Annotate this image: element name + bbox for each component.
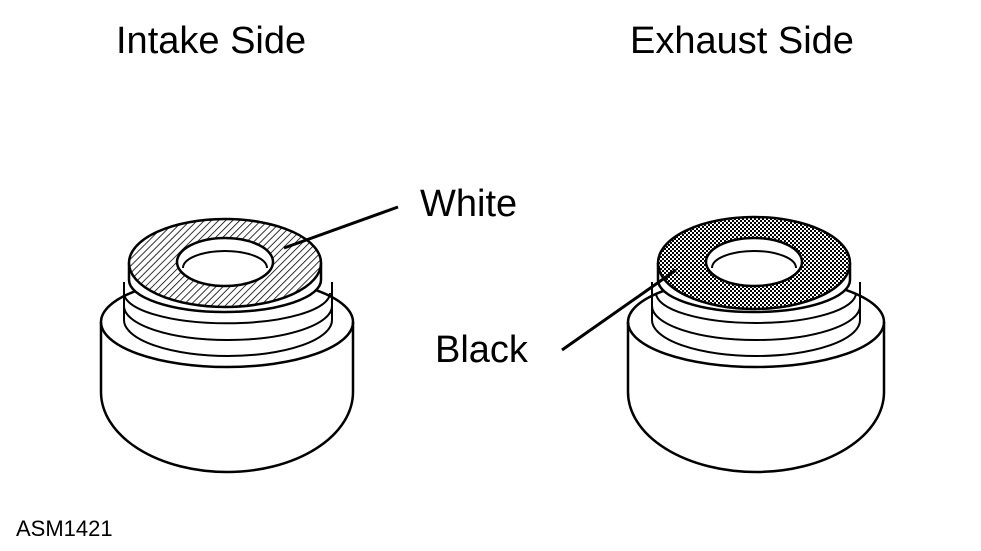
intake-white-ring: [127, 217, 323, 309]
exhaust-seal-body: [626, 322, 886, 474]
exhaust-side-title: Exhaust Side: [630, 20, 854, 62]
intake-valve-seal: [99, 205, 399, 474]
white-leader-line: [283, 205, 399, 250]
intake-side-title: Intake Side: [116, 20, 307, 62]
exhaust-valve-seal: [561, 215, 886, 474]
intake-seal-body: [99, 322, 355, 474]
black-leader-line: [561, 268, 677, 352]
figure-code: ASM1421: [16, 516, 113, 541]
white-callout-label: White: [420, 183, 518, 225]
black-callout-label: Black: [435, 329, 528, 371]
exhaust-black-ring: [656, 215, 852, 311]
